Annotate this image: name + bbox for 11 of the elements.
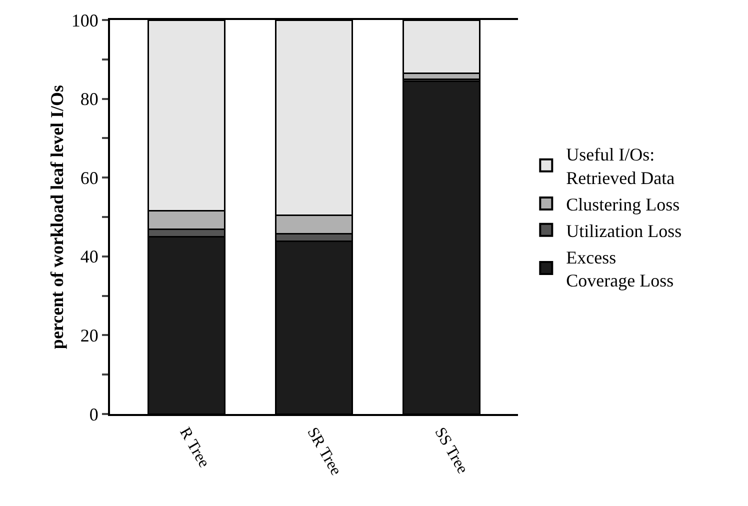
y-axis-title: percent of workload leaf level I/Os [47, 84, 67, 350]
y-tick-label: 0 [89, 404, 98, 424]
legend-label: Utilization Loss [566, 220, 682, 241]
legend-label: Excess Coverage Loss [566, 247, 674, 291]
y-tick-label: 80 [80, 89, 98, 110]
y-tick-label: 40 [80, 246, 98, 267]
legend-label: Useful I/Os: Retrieved Data [566, 144, 675, 188]
y-tick-label: 100 [71, 10, 98, 30]
y-tick-label: 20 [80, 326, 98, 346]
legend-label: Clustering Loss [566, 194, 680, 215]
y-tick-label: 60 [80, 168, 98, 188]
